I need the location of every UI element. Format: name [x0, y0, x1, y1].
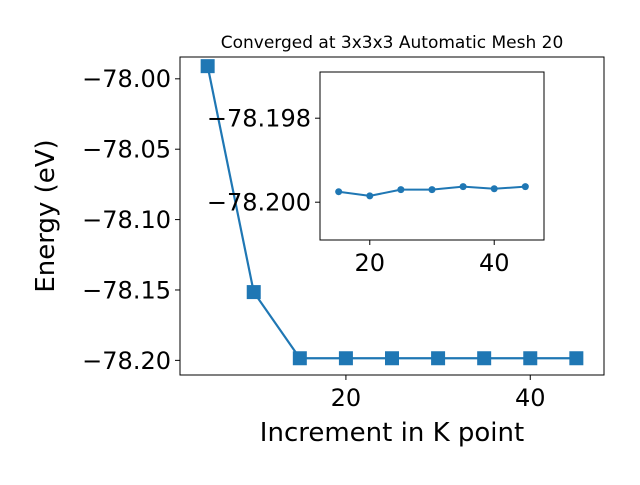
inset-data-point [397, 186, 405, 194]
main-data-point [292, 351, 307, 366]
main-y-tick-label: −78.05 [82, 136, 171, 164]
chart-title: Converged at 3x3x3 Automatic Mesh 20 [221, 33, 564, 53]
inset-data-point [366, 192, 374, 200]
inset-data-point [335, 188, 343, 196]
main-data-point [246, 285, 261, 300]
inset-series [335, 183, 529, 200]
inset-y-tick-label: −78.200 [207, 189, 311, 217]
main-data-point [431, 351, 446, 366]
x-axis-label: Increment in K point [260, 418, 524, 448]
main-data-point [523, 351, 538, 366]
main-x-ticks: 20 40 [331, 375, 546, 412]
main-series [200, 59, 584, 366]
inset-data-point [521, 183, 529, 191]
inset-y-ticks: −78.200 −78.198 [207, 105, 320, 217]
y-axis-label: Energy (eV) [31, 139, 61, 292]
main-data-point [385, 351, 399, 366]
inset-data-point [428, 186, 436, 194]
main-x-tick-label: 40 [515, 384, 546, 412]
main-data-point [569, 351, 584, 366]
main-y-tick-label: −78.15 [82, 276, 171, 304]
inset-x-tick-label: 20 [355, 249, 386, 277]
inset-x-ticks: 20 40 [355, 240, 510, 277]
inset-data-point [459, 183, 467, 191]
main-data-point [477, 351, 492, 366]
main-x-tick-label: 20 [331, 384, 362, 412]
inset-background [320, 72, 544, 240]
inset-y-tick-label: −78.198 [207, 105, 311, 133]
main-data-point [200, 59, 215, 74]
main-y-ticks: −78.00 −78.05 −78.10 −78.15 −78.20 [82, 65, 180, 375]
main-plot-frame [179, 56, 605, 376]
main-data-point [338, 351, 353, 366]
inset-axes: −78.200−78.198 20 40 [207, 71, 545, 277]
main-y-tick-label: −78.00 [82, 65, 171, 93]
main-y-tick-label: −78.10 [82, 206, 171, 234]
inset-x-tick-label: 40 [479, 249, 510, 277]
main-y-tick-label: −78.20 [82, 347, 171, 375]
inset-data-point [490, 185, 498, 193]
main-axes: −78.00−78.05−78.10−78.15−78.20 20 40 [82, 56, 605, 412]
inset-plot-frame [319, 71, 545, 241]
